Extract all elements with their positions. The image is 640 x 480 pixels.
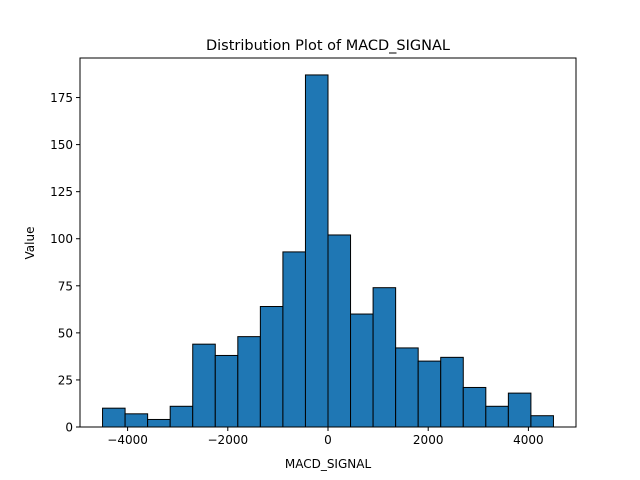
y-tick-label: 150 bbox=[50, 138, 73, 152]
x-tick-label: −4000 bbox=[107, 433, 148, 447]
histogram-bar bbox=[417, 360, 442, 428]
histogram-bars bbox=[102, 74, 554, 428]
histogram-bar bbox=[282, 251, 306, 428]
histogram-bar bbox=[462, 386, 487, 428]
plot-frame bbox=[79, 57, 577, 428]
y-tick-label: 175 bbox=[50, 91, 73, 105]
y-axis-ticks: 0 25 50 75 100 125 150 175 bbox=[50, 91, 80, 435]
histogram-bar bbox=[214, 354, 239, 428]
histogram-bar bbox=[395, 347, 419, 428]
y-tick-label: 25 bbox=[58, 373, 73, 387]
histogram-bar bbox=[259, 306, 284, 428]
y-tick-label: 75 bbox=[58, 279, 73, 293]
y-tick-label: 0 bbox=[65, 421, 73, 435]
x-axis-label: MACD_SIGNAL bbox=[285, 457, 372, 471]
histogram-bar bbox=[304, 74, 329, 428]
y-axis-label: Value bbox=[23, 227, 37, 260]
histogram-bar bbox=[485, 405, 509, 428]
x-tick-label: 0 bbox=[324, 433, 332, 447]
histogram-bar bbox=[350, 313, 374, 428]
histogram-bar bbox=[507, 392, 532, 428]
histogram-bar bbox=[440, 356, 464, 428]
x-tick-label: 2000 bbox=[413, 433, 444, 447]
x-tick-label: −2000 bbox=[208, 433, 249, 447]
histogram-bar bbox=[147, 418, 171, 428]
y-tick-label: 50 bbox=[58, 326, 73, 340]
histogram-bar bbox=[169, 405, 194, 428]
y-tick-label: 100 bbox=[50, 232, 73, 246]
x-tick-label: 4000 bbox=[513, 433, 544, 447]
y-tick-label: 125 bbox=[50, 185, 73, 199]
histogram-bar bbox=[124, 413, 149, 428]
histogram-bar bbox=[237, 336, 261, 428]
histogram-bar bbox=[530, 415, 554, 428]
histogram-bar bbox=[192, 343, 216, 428]
histogram-bar bbox=[327, 234, 352, 428]
histogram-bar bbox=[372, 287, 397, 428]
histogram-bar bbox=[102, 407, 126, 428]
x-axis-ticks: −4000 −2000 0 2000 4000 bbox=[107, 427, 544, 447]
chart-title: Distribution Plot of MACD_SIGNAL bbox=[206, 38, 450, 54]
